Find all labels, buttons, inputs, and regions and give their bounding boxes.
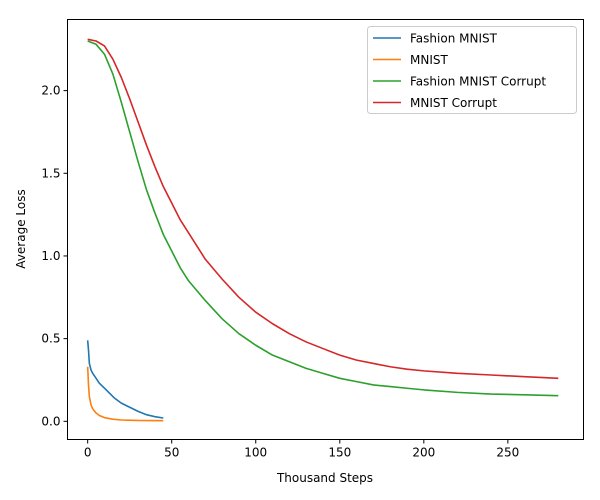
series-lines: [86, 38, 559, 422]
x-tick-label: 0: [84, 446, 92, 460]
legend-frame: [367, 26, 577, 114]
y-tick-label: 0.5: [41, 332, 60, 346]
y-axis-label: Average Loss: [14, 189, 28, 268]
series-line-mnist: [86, 366, 164, 422]
x-tick-label: 150: [328, 446, 351, 460]
series-line-fashion-mnist: [86, 340, 164, 419]
series-line-fashion-mnist-corrupt: [87, 40, 559, 397]
x-tick-label: 250: [496, 446, 519, 460]
y-tick-label: 1.5: [41, 166, 60, 180]
x-tick-label: 200: [412, 446, 435, 460]
legend-label-mnist: MNIST: [410, 53, 448, 67]
legend-label-mnist-corrupt: MNIST Corrupt: [410, 96, 497, 110]
x-tick-label: 50: [164, 446, 179, 460]
legend-entries: Fashion MNIST MNIST Fashion MNIST Corrupt M…: [373, 32, 546, 110]
legend-label-fashion-mnist-corrupt: Fashion MNIST Corrupt: [410, 75, 546, 89]
y-tick-label: 1.0: [41, 249, 60, 263]
x-axis-label: Thousand Steps: [276, 471, 373, 485]
x-tick-label: 100: [244, 446, 267, 460]
y-tick-label: 2.0: [41, 84, 60, 98]
y-axis-ticks: 0.0 0.5 1.0 1.5 2.0: [41, 84, 68, 428]
x-axis-ticks: 0 50 100 150 200 250: [84, 439, 519, 460]
legend: Fashion MNIST MNIST Fashion MNIST Corrupt M…: [367, 26, 577, 114]
series-line-mnist-corrupt: [87, 38, 559, 380]
y-tick-label: 0.0: [41, 414, 60, 428]
legend-label-fashion-mnist: Fashion MNIST: [410, 32, 498, 46]
